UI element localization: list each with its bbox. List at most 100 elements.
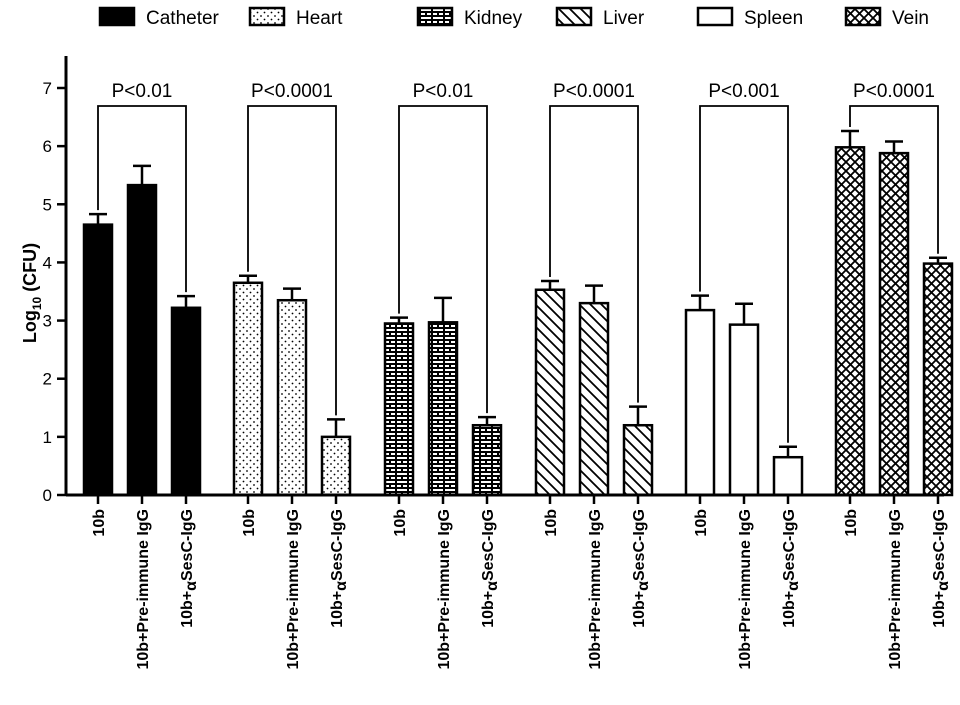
y-tick-label: 5 bbox=[43, 195, 52, 214]
x-tick-label-text: 10b+Pre-immune IgG bbox=[285, 509, 302, 670]
bar-spleen-2 bbox=[772, 455, 804, 497]
x-tick-label-text: 10b bbox=[392, 509, 409, 537]
x-tick-label-text: 10b+Pre-immune IgG bbox=[737, 509, 754, 670]
bar-liver-0 bbox=[534, 288, 566, 497]
x-tick-label: 10b+Pre-immune IgG bbox=[587, 509, 604, 670]
x-tick-label-text: 10b bbox=[91, 509, 108, 537]
x-tick-label: 10b bbox=[91, 509, 108, 537]
x-tick-label: 10b+Pre-immune IgG bbox=[285, 509, 302, 670]
bar-liver-2 bbox=[622, 423, 654, 497]
legend-swatch-spleen bbox=[696, 6, 734, 27]
x-tick-label-text: 10b+Pre-immune IgG bbox=[135, 509, 152, 670]
y-axis: 0 1 2 3 4 5 6 7 Log10 (CFU) bbox=[20, 56, 68, 505]
x-tick-label: 10b+αSesC-IgG bbox=[631, 509, 652, 628]
y-tick-label: 7 bbox=[43, 79, 52, 98]
x-tick-label-text: 10b+ bbox=[781, 591, 798, 628]
p-value-label: P<0.0001 bbox=[853, 81, 935, 102]
y-tick-label: 2 bbox=[43, 370, 52, 389]
y-tick-label: 3 bbox=[43, 312, 52, 331]
x-tick-label-rest: SesC-IgG bbox=[931, 509, 948, 581]
x-tick-label: 10b+αSesC-IgG bbox=[179, 509, 200, 628]
x-tick-label-alpha: α bbox=[635, 581, 652, 591]
x-tick-label: 10b+αSesC-IgG bbox=[781, 509, 802, 628]
x-tick-label: 10b bbox=[543, 509, 560, 537]
x-tick-label-rest: SesC-IgG bbox=[179, 509, 196, 581]
bar-spleen-0 bbox=[684, 308, 716, 497]
x-tick-label-text: 10b+Pre-immune IgG bbox=[887, 509, 904, 670]
y-tick-label: 4 bbox=[43, 253, 52, 272]
x-tick-label-text: 10b+ bbox=[631, 591, 648, 628]
x-tick-labels: 10b 10b+Pre-immune IgG 10b+αSesC-IgG 10b 10b… bbox=[91, 495, 952, 670]
legend-swatch-vein bbox=[844, 6, 882, 27]
bar-kidney-1 bbox=[427, 321, 459, 497]
bar-heart-2 bbox=[320, 435, 352, 497]
plot-area: P<0.01 P<0.0001 P<0.01 P<0.0001 P<0.001 P<0.0… bbox=[66, 81, 954, 497]
bar-spleen-1 bbox=[728, 323, 760, 497]
y-axis-label-rest: (CFU) bbox=[20, 243, 40, 297]
legend-swatch-heart bbox=[248, 6, 286, 27]
x-tick-label-rest: SesC-IgG bbox=[631, 509, 648, 581]
significance-bracket bbox=[97, 105, 187, 293]
x-tick-label: 10b bbox=[843, 509, 860, 537]
p-value-label: P<0.01 bbox=[112, 81, 173, 102]
legend-label-spleen: Spleen bbox=[744, 8, 803, 29]
x-tick-label-text: 10b+ bbox=[931, 591, 948, 628]
y-tick-label: 6 bbox=[43, 137, 52, 156]
p-value-label: P<0.0001 bbox=[553, 81, 635, 102]
legend-swatch-catheter bbox=[98, 6, 136, 27]
y-axis-label-main: Log bbox=[20, 310, 40, 343]
x-tick-label-text: 10b+Pre-immune IgG bbox=[436, 509, 453, 670]
x-tick-label-alpha: α bbox=[935, 581, 952, 591]
x-tick-label: 10b+αSesC-IgG bbox=[931, 509, 952, 628]
x-tick-label: 10b bbox=[392, 509, 409, 537]
x-tick-label-text: 10b+ bbox=[480, 591, 497, 628]
x-tick-label-rest: SesC-IgG bbox=[480, 509, 497, 581]
significance-bracket bbox=[849, 105, 939, 254]
x-tick-label: 10b bbox=[241, 509, 258, 537]
x-tick-label: 10b+αSesC-IgG bbox=[329, 509, 350, 628]
x-tick-label-text: 10b+ bbox=[329, 591, 346, 628]
legend-label-catheter: Catheter bbox=[146, 8, 220, 29]
legend-label-liver: Liver bbox=[603, 8, 645, 29]
x-tick-label: 10b+Pre-immune IgG bbox=[436, 509, 453, 670]
bar-liver-1 bbox=[578, 301, 610, 497]
x-tick-label-rest: SesC-IgG bbox=[329, 509, 346, 581]
x-tick-label: 10b+Pre-immune IgG bbox=[135, 509, 152, 670]
bar-catheter-1 bbox=[126, 183, 158, 497]
legend-label-kidney: Kidney bbox=[464, 8, 523, 29]
bar-heart-0 bbox=[232, 281, 264, 497]
x-tick-label-text: 10b bbox=[843, 509, 860, 537]
significance-bracket bbox=[549, 105, 639, 403]
x-tick-label-alpha: α bbox=[183, 581, 200, 591]
bar-kidney-2 bbox=[471, 423, 503, 497]
x-tick-label-alpha: α bbox=[785, 581, 802, 591]
y-tick-label: 0 bbox=[43, 486, 52, 505]
bar-vein-2 bbox=[922, 262, 954, 497]
legend-swatch-liver bbox=[555, 6, 593, 27]
x-tick-label-text: 10b bbox=[693, 509, 710, 537]
y-tick-label: 1 bbox=[43, 428, 52, 447]
p-value-label: P<0.01 bbox=[413, 81, 474, 102]
x-tick-label-text: 10b bbox=[241, 509, 258, 537]
legend: Catheter Heart Kidney Liver Spleen Vein bbox=[98, 6, 929, 29]
bar-kidney-0 bbox=[383, 322, 415, 497]
bar-heart-1 bbox=[276, 298, 308, 497]
bar-vein-1 bbox=[878, 151, 910, 497]
legend-label-heart: Heart bbox=[296, 8, 343, 29]
bar-catheter-2 bbox=[170, 306, 202, 497]
x-tick-label-text: 10b bbox=[543, 509, 560, 537]
x-tick-label-alpha: α bbox=[333, 581, 350, 591]
x-tick-label-rest: SesC-IgG bbox=[781, 509, 798, 581]
x-tick-label: 10b+αSesC-IgG bbox=[480, 509, 501, 628]
y-axis-label-sub: 10 bbox=[30, 296, 44, 310]
significance-bracket bbox=[398, 105, 488, 414]
significance-bracket bbox=[247, 105, 337, 416]
x-tick-label-alpha: α bbox=[484, 581, 501, 591]
p-value-label: P<0.001 bbox=[708, 81, 779, 102]
x-tick-label: 10b bbox=[693, 509, 710, 537]
bar-vein-0 bbox=[834, 146, 866, 497]
x-tick-label: 10b+Pre-immune IgG bbox=[737, 509, 754, 670]
significance-bracket bbox=[699, 105, 789, 443]
p-value-label: P<0.0001 bbox=[251, 81, 333, 102]
